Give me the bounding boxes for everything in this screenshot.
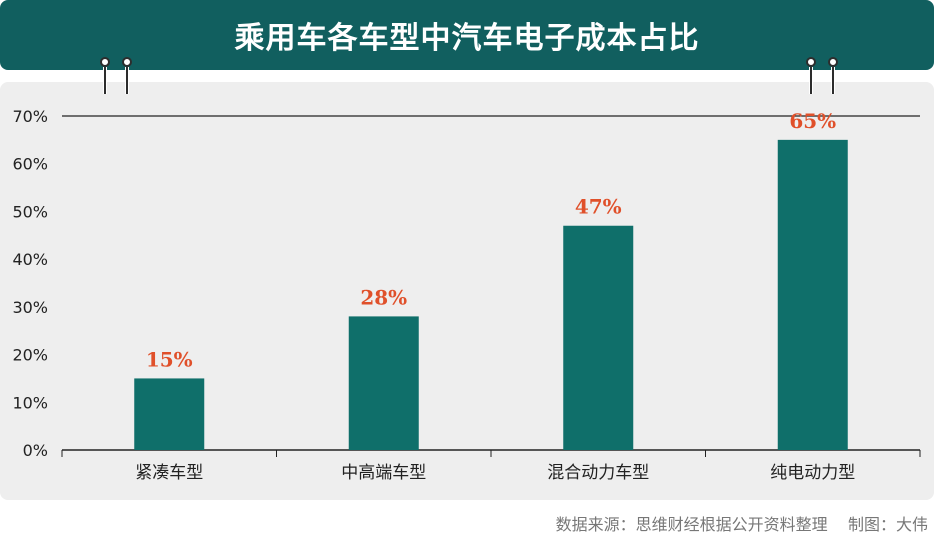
- bar: [134, 378, 205, 450]
- bar: [348, 316, 419, 450]
- x-tick-label: 纯电动力型: [770, 463, 855, 483]
- chart-title: 乘用车各车型中汽车电子成本占比: [234, 21, 700, 56]
- data-label: 28%: [360, 285, 407, 309]
- y-tick-label: 60%: [12, 155, 48, 174]
- bar: [777, 139, 848, 450]
- footer: 数据来源：思维财经根据公开资料整理 制图：大伟: [556, 511, 928, 535]
- data-label: 65%: [789, 109, 836, 133]
- footer-spacer: [828, 515, 848, 534]
- y-tick-label: 0%: [23, 441, 48, 460]
- x-tick-label: 中高端车型: [341, 463, 426, 483]
- credit-note: 制图：大伟: [847, 515, 928, 534]
- chart-title-bar: 乘用车各车型中汽车电子成本占比: [0, 0, 934, 70]
- data-label: 47%: [575, 195, 622, 219]
- y-tick-label: 50%: [12, 202, 48, 221]
- data-label: 15%: [146, 347, 193, 371]
- source-note: 数据来源：思维财经根据公开资料整理: [555, 515, 828, 534]
- bar: [563, 225, 634, 450]
- y-tick-label: 40%: [12, 250, 48, 269]
- y-tick-label: 70%: [12, 107, 48, 126]
- x-tick-label: 混合动力车型: [547, 463, 649, 483]
- y-tick-label: 20%: [12, 346, 48, 365]
- y-tick-label: 10%: [12, 393, 48, 412]
- y-tick-label: 30%: [12, 298, 48, 317]
- x-tick-label: 紧凑车型: [135, 463, 203, 483]
